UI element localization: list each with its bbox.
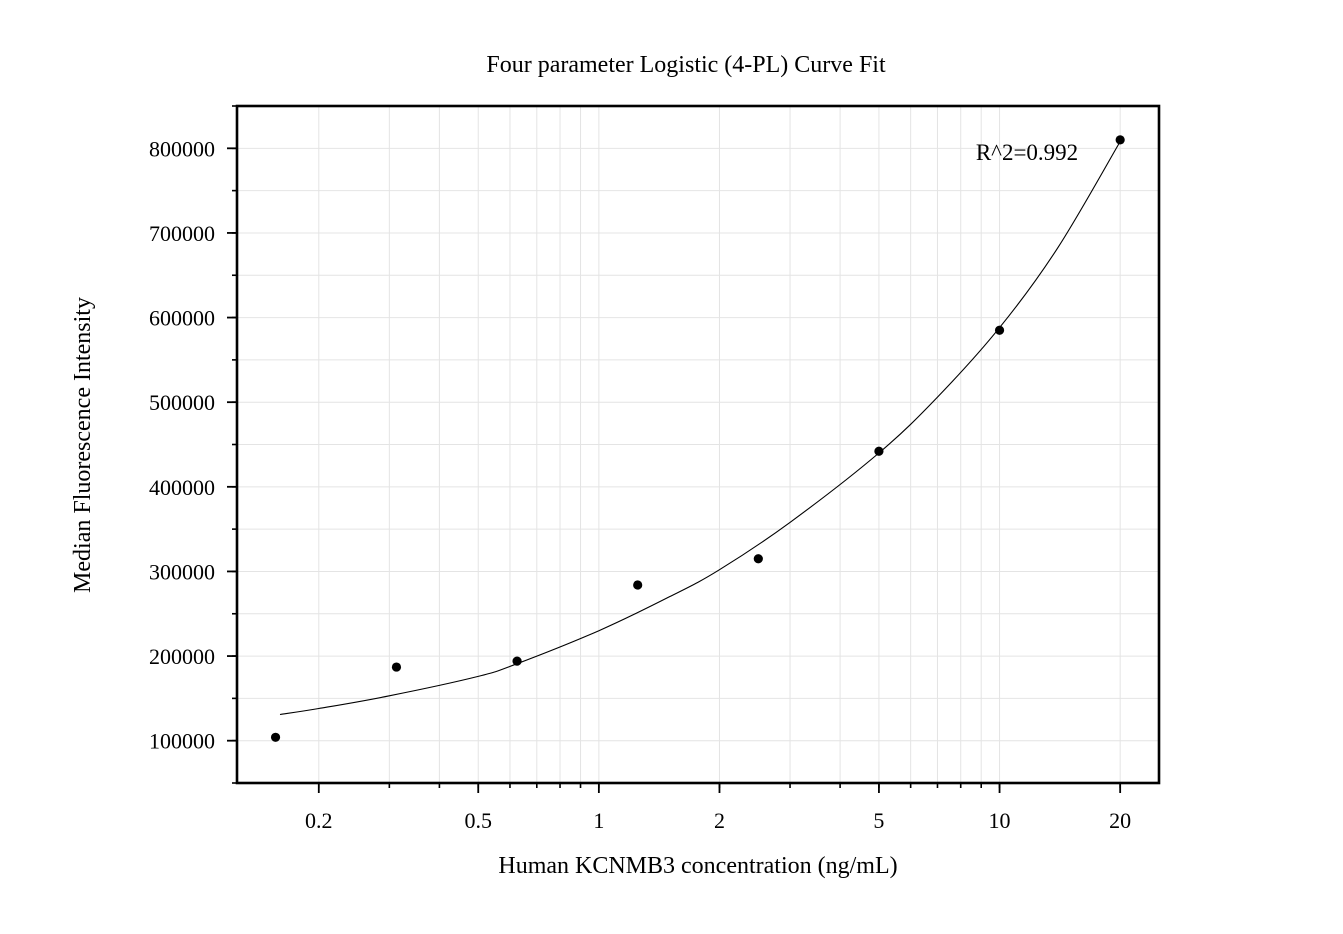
r-squared-annotation: R^2=0.992 bbox=[976, 140, 1078, 165]
data-point bbox=[753, 554, 763, 564]
y-tick-label: 300000 bbox=[149, 559, 215, 584]
x-tick-label: 5 bbox=[873, 808, 884, 833]
fit-curve-layer bbox=[279, 141, 1121, 716]
data-point bbox=[1115, 135, 1125, 145]
y-tick-label: 100000 bbox=[149, 729, 215, 754]
grid-layer bbox=[237, 105, 1159, 784]
y-axis-label: Median Fluorescence Intensity bbox=[70, 297, 96, 593]
x-tick-label: 0.2 bbox=[305, 808, 333, 833]
y-tick-label: 700000 bbox=[149, 221, 215, 246]
tick-labels: 0.2 0.5 1 2 5 10 20 100000 200000 300000 400000 500… bbox=[149, 136, 1131, 833]
data-point bbox=[512, 656, 522, 666]
x-tick-label: 2 bbox=[714, 808, 725, 833]
x-tick-label: 1 bbox=[593, 808, 604, 833]
y-tick-label: 600000 bbox=[149, 306, 215, 331]
y-tick-label: 400000 bbox=[149, 475, 215, 500]
data-point bbox=[391, 662, 402, 672]
data-point bbox=[874, 446, 884, 456]
x-tick-label: 0.5 bbox=[464, 808, 492, 833]
x-axis-label: Human KCNMB3 concentration (ng/mL) bbox=[498, 853, 897, 879]
data-point bbox=[994, 325, 1005, 335]
data-points bbox=[270, 135, 1125, 742]
y-tick-label: 800000 bbox=[149, 136, 215, 161]
plot-frame bbox=[235, 104, 1161, 785]
y-tick-label: 500000 bbox=[149, 390, 215, 415]
x-tick-label: 20 bbox=[1109, 808, 1131, 833]
y-tick-label: 200000 bbox=[149, 644, 215, 669]
data-point bbox=[633, 580, 643, 590]
chart-title: Four parameter Logistic (4-PL) Curve Fit bbox=[486, 52, 886, 78]
tick-marks bbox=[227, 147, 1122, 793]
x-tick-label: 10 bbox=[989, 808, 1011, 833]
fit-curve bbox=[279, 141, 1121, 716]
minor-ticks bbox=[232, 105, 1121, 788]
data-point bbox=[270, 732, 281, 742]
